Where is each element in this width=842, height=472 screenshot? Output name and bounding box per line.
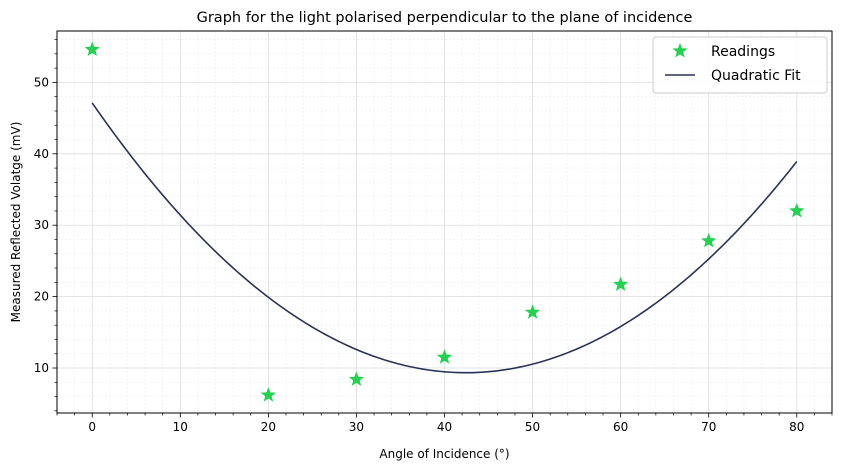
x-tick-label: 10	[173, 420, 188, 434]
legend: Readings Quadratic Fit	[652, 36, 828, 94]
y-tick-label: 40	[34, 147, 49, 161]
x-tick-label: 70	[701, 420, 716, 434]
x-tick-label: 50	[525, 420, 540, 434]
x-axis-label: Angle of Incidence (°)	[379, 447, 509, 461]
reading-point	[436, 349, 453, 364]
fit-layer	[91, 102, 798, 374]
points-layer	[84, 41, 805, 402]
x-tick-label: 80	[789, 420, 804, 434]
y-tick-label: 20	[34, 290, 49, 304]
x-tick-label: 20	[261, 420, 276, 434]
legend-fit-label: Quadratic Fit	[711, 68, 801, 84]
x-tick-label: 60	[613, 420, 628, 434]
reading-point	[789, 202, 805, 218]
fit-line	[91, 102, 798, 374]
y-tick-label: 10	[34, 361, 49, 375]
y-tick-label: 30	[34, 218, 49, 232]
major-grid	[57, 31, 832, 413]
reading-point	[613, 276, 629, 291]
legend-readings-marker	[672, 43, 688, 58]
chart-title: Graph for the light polarised perpendicu…	[197, 10, 693, 26]
reading-point	[260, 387, 276, 402]
reading-point	[701, 232, 717, 248]
ticks-layer: 0 10 20 30 40 50 60 70 80 10 20 30 40 50	[34, 39, 833, 434]
legend-box	[652, 36, 828, 94]
reading-point	[84, 41, 100, 57]
reading-point	[348, 371, 365, 386]
y-tick-label: 50	[34, 75, 49, 89]
reading-point	[524, 304, 541, 319]
x-tick-label: 0	[88, 420, 96, 434]
y-axis-label: Measured Reflected Volatge (mV)	[9, 122, 23, 323]
x-tick-label: 40	[437, 420, 452, 434]
x-tick-label: 30	[349, 420, 364, 434]
legend-readings-label: Readings	[711, 44, 775, 60]
